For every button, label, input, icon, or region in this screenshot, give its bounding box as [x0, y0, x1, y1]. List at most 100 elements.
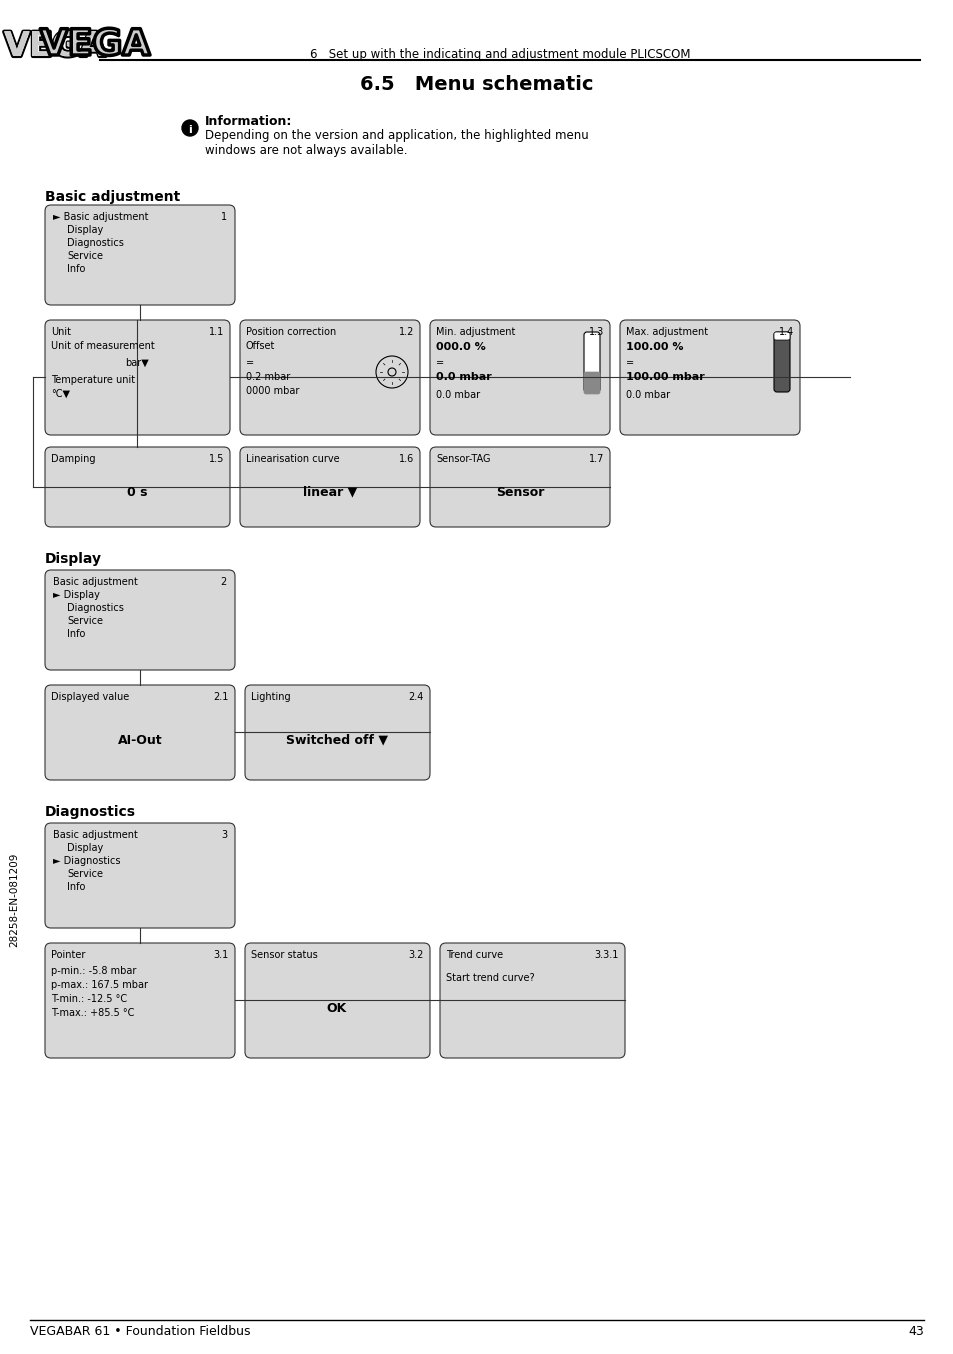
Text: Linearisation curve: Linearisation curve: [246, 454, 339, 464]
Text: 28258-EN-081209: 28258-EN-081209: [9, 853, 19, 948]
FancyBboxPatch shape: [619, 320, 800, 435]
Text: 1: 1: [221, 213, 227, 222]
Text: Offset: Offset: [246, 341, 275, 351]
Text: 1.4: 1.4: [778, 328, 793, 337]
Text: 3: 3: [221, 830, 227, 839]
Text: 1.1: 1.1: [209, 328, 224, 337]
Text: Start trend curve?: Start trend curve?: [446, 974, 534, 983]
Text: Service: Service: [67, 250, 103, 261]
FancyBboxPatch shape: [245, 685, 430, 780]
Text: Switched off ▼: Switched off ▼: [286, 734, 388, 746]
Text: 100.00 %: 100.00 %: [625, 343, 682, 352]
Circle shape: [182, 121, 198, 135]
FancyBboxPatch shape: [430, 320, 609, 435]
Text: 1.3: 1.3: [588, 328, 603, 337]
Text: 1.7: 1.7: [588, 454, 603, 464]
Text: Sensor: Sensor: [496, 486, 543, 498]
FancyBboxPatch shape: [583, 372, 599, 394]
Text: 0.2 mbar: 0.2 mbar: [246, 372, 290, 382]
Text: Damping: Damping: [51, 454, 95, 464]
Text: bar▼: bar▼: [125, 357, 149, 368]
Text: VEGA: VEGA: [40, 28, 151, 62]
Text: 6.5   Menu schematic: 6.5 Menu schematic: [360, 74, 593, 93]
FancyBboxPatch shape: [430, 447, 609, 527]
FancyBboxPatch shape: [240, 320, 419, 435]
Text: =: =: [246, 357, 253, 368]
Text: Max. adjustment: Max. adjustment: [625, 328, 707, 337]
Text: 3.2: 3.2: [408, 951, 423, 960]
Text: T-min.: -12.5 °C: T-min.: -12.5 °C: [51, 994, 127, 1005]
Text: Min. adjustment: Min. adjustment: [436, 328, 515, 337]
Text: VEGA: VEGA: [4, 30, 106, 64]
FancyBboxPatch shape: [45, 320, 230, 435]
Text: ► Diagnostics: ► Diagnostics: [53, 856, 120, 867]
Text: Position correction: Position correction: [246, 328, 335, 337]
Text: Unit: Unit: [51, 328, 71, 337]
Text: Sensor status: Sensor status: [251, 951, 317, 960]
Text: Basic adjustment: Basic adjustment: [53, 830, 138, 839]
Text: T-max.: +85.5 °C: T-max.: +85.5 °C: [51, 1007, 134, 1018]
Text: 2.4: 2.4: [408, 692, 423, 701]
FancyBboxPatch shape: [45, 570, 234, 670]
FancyBboxPatch shape: [773, 332, 789, 393]
Text: 3.1: 3.1: [213, 951, 229, 960]
Text: =: =: [436, 357, 444, 368]
Text: Service: Service: [67, 616, 103, 626]
Text: p-max.: 167.5 mbar: p-max.: 167.5 mbar: [51, 980, 148, 990]
FancyBboxPatch shape: [45, 823, 234, 927]
Text: 000.0 %: 000.0 %: [436, 343, 485, 352]
Text: 0.0 mbar: 0.0 mbar: [625, 390, 669, 399]
Text: Basic adjustment: Basic adjustment: [53, 577, 138, 588]
FancyBboxPatch shape: [245, 942, 430, 1057]
Text: 0 s: 0 s: [127, 486, 147, 498]
Text: VEGABAR 61 • Foundation Fieldbus: VEGABAR 61 • Foundation Fieldbus: [30, 1326, 251, 1338]
Text: Sensor-TAG: Sensor-TAG: [436, 454, 490, 464]
Text: Displayed value: Displayed value: [51, 692, 129, 701]
Text: 0000 mbar: 0000 mbar: [246, 386, 299, 395]
FancyBboxPatch shape: [45, 447, 230, 527]
Text: VEGA: VEGA: [4, 30, 106, 64]
Text: i: i: [188, 125, 192, 135]
Text: VEGA: VEGA: [40, 28, 151, 62]
Text: 1.6: 1.6: [398, 454, 414, 464]
Text: 3.3.1: 3.3.1: [594, 951, 618, 960]
FancyBboxPatch shape: [45, 685, 234, 780]
Text: 1.5: 1.5: [209, 454, 224, 464]
Text: 2: 2: [220, 577, 227, 588]
Text: 6   Set up with the indicating and adjustment module PLICSCOM: 6 Set up with the indicating and adjustm…: [310, 47, 690, 61]
Text: ► Display: ► Display: [53, 590, 100, 600]
FancyBboxPatch shape: [439, 942, 624, 1057]
FancyBboxPatch shape: [240, 447, 419, 527]
Text: Service: Service: [67, 869, 103, 879]
Text: Diagnostics: Diagnostics: [45, 806, 136, 819]
Text: Trend curve: Trend curve: [446, 951, 502, 960]
Text: 0.0 mbar: 0.0 mbar: [436, 390, 479, 399]
Text: 2.1: 2.1: [213, 692, 229, 701]
Text: Display: Display: [45, 552, 102, 566]
Text: Display: Display: [67, 225, 103, 236]
Text: 43: 43: [907, 1326, 923, 1338]
Text: =: =: [625, 357, 634, 368]
FancyBboxPatch shape: [773, 332, 789, 340]
Text: Information:: Information:: [205, 115, 292, 129]
Text: °C▼: °C▼: [51, 389, 70, 399]
Text: Unit of measurement: Unit of measurement: [51, 341, 154, 351]
Text: Lighting: Lighting: [251, 692, 291, 701]
Text: AI-Out: AI-Out: [117, 734, 162, 746]
Text: Temperature unit: Temperature unit: [51, 375, 135, 385]
Text: OK: OK: [327, 1002, 347, 1014]
FancyBboxPatch shape: [583, 332, 599, 393]
Text: Depending on the version and application, the highlighted menu
windows are not a: Depending on the version and application…: [205, 129, 588, 157]
FancyBboxPatch shape: [45, 942, 234, 1057]
Text: Info: Info: [67, 630, 85, 639]
Text: Diagnostics: Diagnostics: [67, 603, 124, 613]
Text: linear ▼: linear ▼: [302, 486, 356, 498]
Text: Info: Info: [67, 264, 85, 274]
Text: ► Basic adjustment: ► Basic adjustment: [53, 213, 149, 222]
Text: Pointer: Pointer: [51, 951, 85, 960]
FancyBboxPatch shape: [45, 204, 234, 305]
Text: 100.00 mbar: 100.00 mbar: [625, 372, 704, 382]
Text: p-min.: -5.8 mbar: p-min.: -5.8 mbar: [51, 965, 136, 976]
Text: Diagnostics: Diagnostics: [67, 238, 124, 248]
Text: 0.0 mbar: 0.0 mbar: [436, 372, 491, 382]
